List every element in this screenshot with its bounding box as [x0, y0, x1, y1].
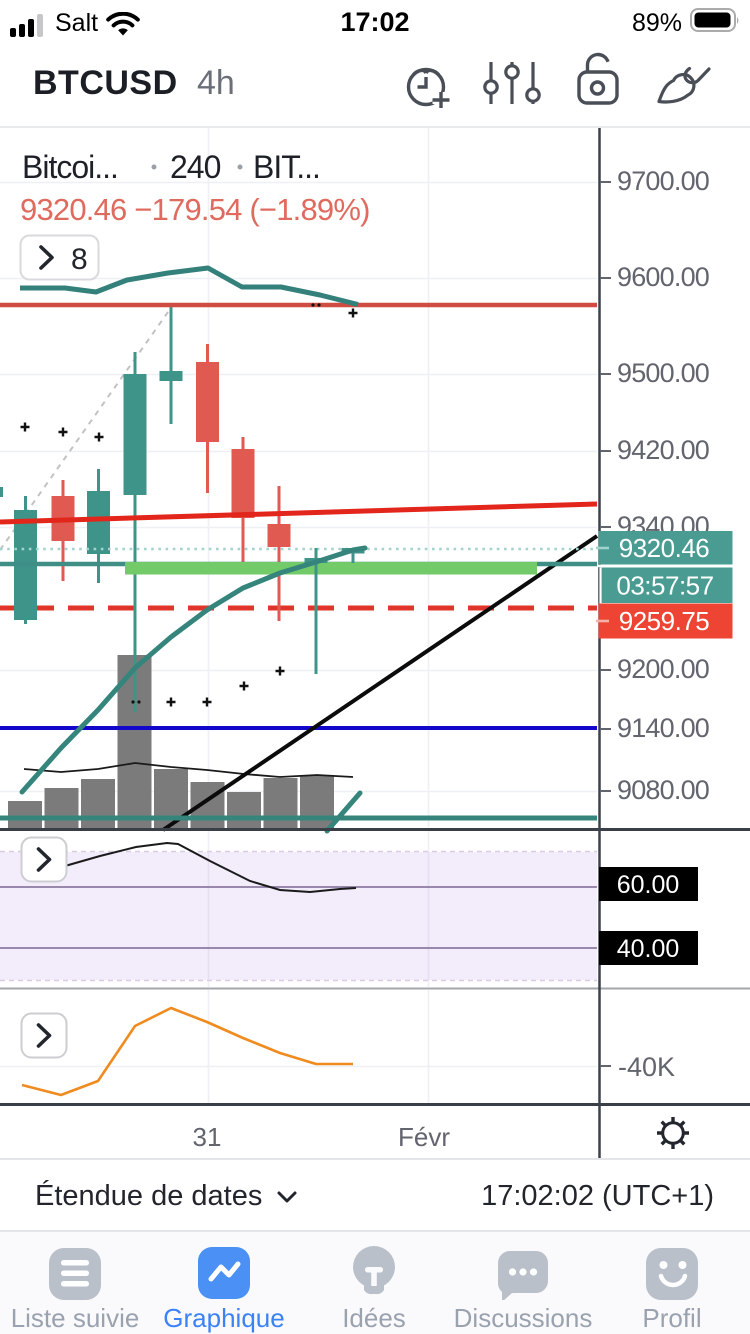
svg-text:9080.00: 9080.00 [617, 775, 709, 805]
svg-text:40.00: 40.00 [617, 935, 680, 963]
svg-text:240: 240 [170, 149, 221, 185]
svg-text:03:57:57: 03:57:57 [616, 571, 713, 601]
svg-text:9500.00: 9500.00 [617, 358, 709, 388]
svg-text:31: 31 [193, 1122, 222, 1152]
svg-text:9420.00: 9420.00 [617, 435, 709, 465]
svg-text:-40K: -40K [618, 1052, 675, 1082]
svg-text:9259.75: 9259.75 [619, 606, 710, 636]
svg-text:9320.46: 9320.46 [619, 533, 710, 563]
svg-text:60.00: 60.00 [617, 871, 680, 899]
svg-text:9700.00: 9700.00 [617, 166, 709, 196]
svg-text:9140.00: 9140.00 [617, 713, 709, 743]
svg-text:9320.46 −179.54 (−1.89%): 9320.46 −179.54 (−1.89%) [20, 192, 370, 227]
svg-text:Févr: Févr [398, 1122, 450, 1152]
svg-text:BIT...: BIT... [253, 149, 320, 185]
svg-text:Bitcoi...: Bitcoi... [22, 149, 118, 185]
svg-text:8: 8 [71, 243, 88, 276]
svg-text:9200.00: 9200.00 [617, 654, 709, 684]
svg-text:9600.00: 9600.00 [617, 262, 709, 292]
